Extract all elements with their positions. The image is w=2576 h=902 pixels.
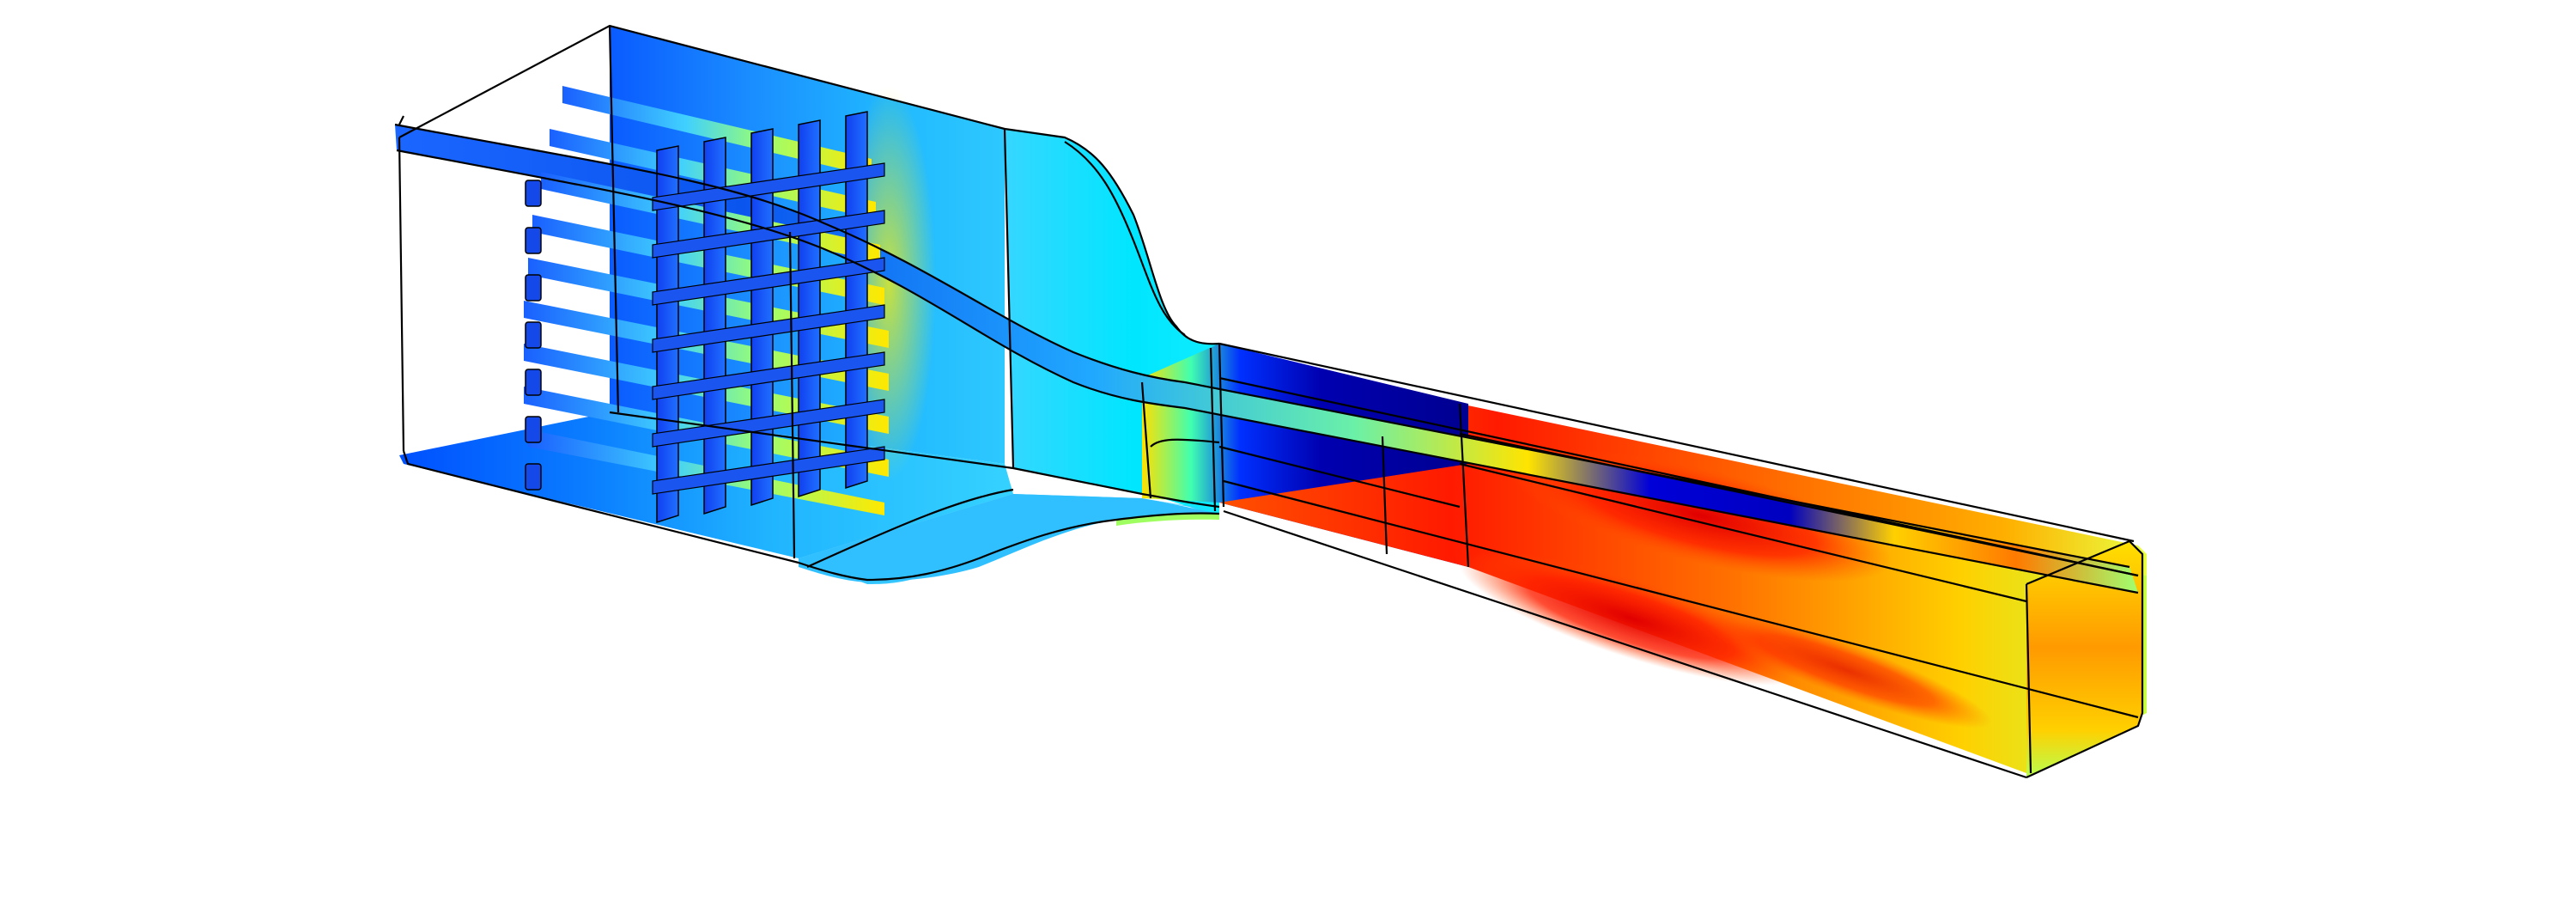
hot-spot-lower [1459,552,1804,686]
fin-grid-front [656,111,868,524]
geometry-edges [394,24,2144,779]
hot-spot-floor [1700,612,1992,728]
fin-array [524,86,889,524]
outlet-face [2026,541,2142,777]
converging-floor-lip [1116,513,1219,526]
converging-floor-surface [799,494,1219,582]
fin-cross-bars [652,162,885,495]
fin-end-caps [525,180,542,491]
